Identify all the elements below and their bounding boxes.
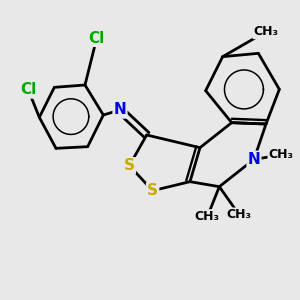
Text: S: S (147, 183, 158, 198)
Text: CH₃: CH₃ (254, 25, 278, 38)
Text: Cl: Cl (88, 31, 105, 46)
Text: N: N (114, 103, 126, 118)
Text: Cl: Cl (20, 82, 37, 98)
Text: CH₃: CH₃ (227, 208, 252, 221)
Text: S: S (124, 158, 135, 173)
Text: N: N (248, 152, 260, 167)
Text: CH₃: CH₃ (195, 210, 220, 223)
Text: CH₃: CH₃ (268, 148, 293, 161)
